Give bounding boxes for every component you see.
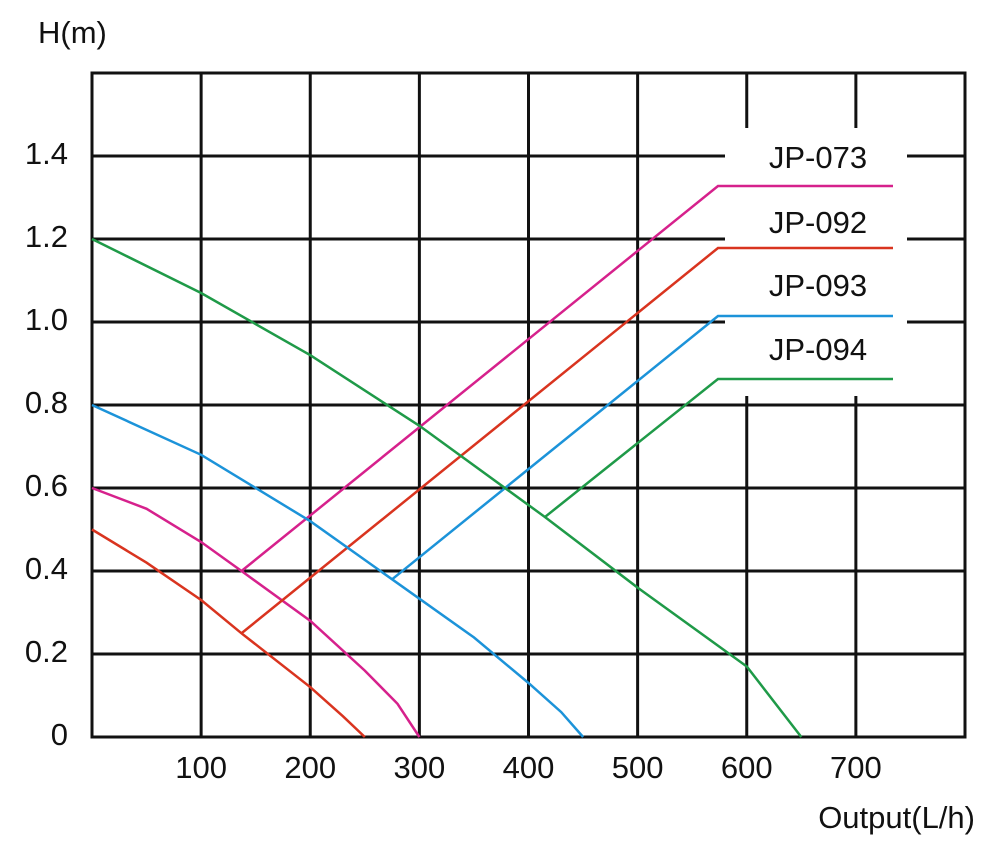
x-tick-label: 700 [830,750,882,785]
y-tick-label: 1.4 [25,136,68,171]
legend-label: JP-073 [769,140,867,175]
curve [91,403,585,738]
x-axis-label: Output(L/h) [818,800,975,835]
y-tick-label: 1.0 [25,302,68,337]
legend-leader [240,184,893,572]
x-tick-label: 100 [175,750,227,785]
legend-label: JP-094 [769,332,867,367]
y-axis-label: H(m) [38,15,107,50]
y-tick-label: 0 [51,717,68,752]
legend-background [725,128,907,396]
x-tick-label: 200 [284,750,336,785]
curve [91,237,803,738]
y-tick-label: 0.4 [25,551,68,586]
curve [91,486,421,738]
x-tick-label: 400 [503,750,555,785]
legend-label: JP-092 [769,205,867,240]
legend-label: JP-093 [769,268,867,303]
x-tick-label: 600 [721,750,773,785]
legend-leader [240,246,893,635]
legend-leader [544,377,893,519]
curve [91,528,366,738]
legend-leader [391,314,893,581]
y-tick-label: 0.2 [25,634,68,669]
x-tick-label: 500 [612,750,664,785]
y-tick-label: 1.2 [25,219,68,254]
x-tick-label: 300 [394,750,446,785]
y-tick-label: 0.8 [25,385,68,420]
y-tick-label: 0.6 [25,468,68,503]
